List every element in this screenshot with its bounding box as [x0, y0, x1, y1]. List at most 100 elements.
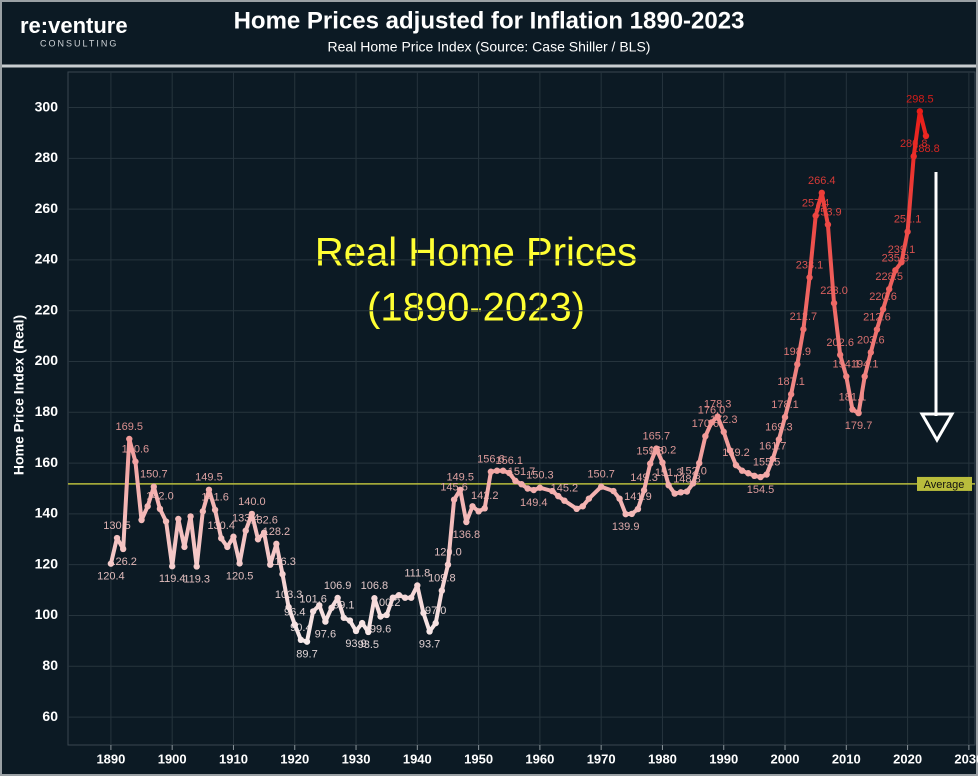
point [230, 533, 237, 540]
data-label: 130.5 [103, 520, 131, 532]
y-tick-label: 240 [35, 251, 59, 267]
data-label: 132.6 [250, 515, 278, 527]
data-label: 228.5 [875, 271, 903, 283]
data-label: 152.0 [679, 465, 707, 477]
point [561, 497, 568, 504]
point [714, 413, 721, 420]
y-tick-label: 300 [35, 98, 59, 114]
point [536, 484, 544, 491]
point [260, 529, 268, 536]
point [297, 636, 305, 644]
point [555, 492, 562, 500]
point [365, 628, 372, 636]
point [769, 455, 776, 462]
point [340, 614, 347, 621]
data-label: 119.4 [159, 573, 186, 585]
point [224, 543, 231, 551]
point [512, 477, 519, 485]
y-tick-label: 200 [35, 352, 59, 368]
point [616, 495, 623, 502]
point [886, 285, 893, 293]
data-label: 288.8 [912, 143, 940, 155]
data-label: 130.4 [207, 520, 235, 532]
data-label: 101.6 [299, 593, 327, 605]
data-label: 161.7 [759, 441, 787, 453]
x-tick-label: 2020 [893, 751, 922, 766]
point [640, 487, 648, 494]
point [922, 132, 930, 140]
data-label: 139.9 [612, 521, 640, 533]
point [836, 351, 844, 359]
data-label: 203.6 [857, 334, 885, 346]
point [634, 505, 642, 513]
data-label: 145.2 [551, 483, 579, 495]
arrow-head [919, 412, 955, 444]
data-label: 251.1 [894, 214, 922, 226]
data-label: 93.9 [345, 638, 366, 650]
x-tick-label: 1940 [403, 751, 432, 766]
point [242, 527, 249, 534]
data-label: 176.0 [698, 404, 726, 416]
data-label: 239.1 [888, 244, 916, 256]
point [806, 274, 813, 281]
x-tick-label: 1930 [342, 751, 371, 766]
point [438, 587, 446, 594]
data-label: 181.1 [839, 391, 867, 403]
point [843, 373, 850, 380]
data-label: 142.2 [471, 490, 499, 502]
point [328, 604, 335, 612]
point [168, 563, 176, 570]
data-label: 99.6 [370, 623, 391, 635]
point [150, 483, 157, 490]
data-label: 142.0 [146, 491, 174, 503]
y-tick-label: 160 [35, 454, 59, 470]
point [334, 594, 341, 602]
point [475, 508, 482, 515]
point [352, 627, 360, 635]
y-tick-label: 60 [42, 708, 58, 724]
data-label: 165.7 [643, 431, 671, 443]
data-label: 298.5 [906, 93, 934, 105]
point [218, 535, 225, 542]
point [751, 472, 758, 479]
point [457, 486, 464, 493]
point [726, 447, 734, 454]
point [205, 486, 213, 493]
y-tick-label: 80 [42, 657, 58, 673]
point [175, 515, 182, 523]
point [444, 561, 452, 568]
chart-title: Home Prices adjusted for Inflation 1890-… [234, 7, 745, 34]
y-tick-label: 140 [35, 505, 59, 521]
point [236, 560, 243, 567]
point [285, 603, 292, 611]
data-label: 140.0 [238, 496, 266, 508]
data-label: 212.6 [863, 311, 891, 323]
point [524, 485, 531, 492]
point [653, 445, 660, 452]
data-label: 160.2 [649, 445, 677, 457]
point [211, 506, 219, 514]
point [671, 490, 678, 497]
point [597, 483, 605, 490]
point [579, 503, 586, 510]
data-label: 151.7 [508, 466, 536, 478]
point [573, 505, 580, 513]
point [628, 510, 636, 518]
data-label: 100.2 [373, 597, 401, 609]
data-label: 223.0 [820, 285, 848, 297]
data-label: 257.4 [802, 198, 830, 210]
point [273, 540, 280, 548]
price-line [108, 109, 928, 644]
point [414, 582, 421, 589]
point [401, 594, 409, 601]
arrow [919, 172, 955, 444]
data-label: 149.3 [630, 472, 658, 484]
logo-tagline: CONSULTING [40, 38, 118, 48]
data-label: 89.7 [296, 649, 317, 661]
point [383, 611, 390, 619]
point [720, 428, 727, 436]
point [818, 189, 825, 197]
data-label: 90.4 [290, 622, 311, 634]
